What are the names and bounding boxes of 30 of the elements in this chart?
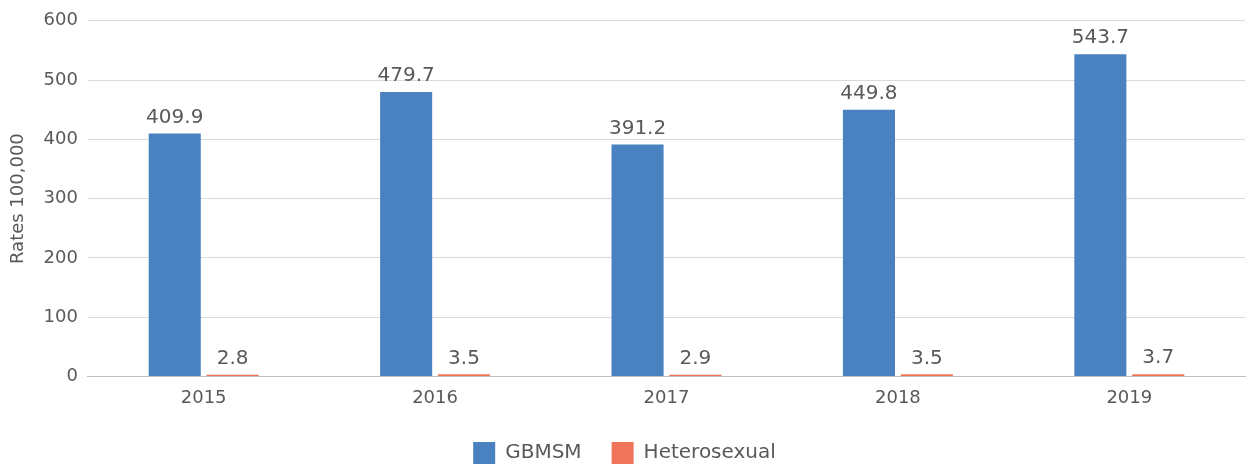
bar — [842, 109, 895, 376]
x-tick-label: 2016 — [412, 385, 458, 407]
data-label: 479.7 — [377, 62, 435, 87]
data-label: 391.2 — [608, 114, 667, 139]
data-label: 3.7 — [1142, 344, 1175, 369]
x-tick-label: 2017 — [643, 385, 690, 407]
data-label: 543.7 — [1071, 24, 1129, 49]
y-tick-label: 400 — [43, 127, 78, 149]
data-label: 2.8 — [216, 344, 249, 369]
y-tick-label: 500 — [43, 67, 78, 89]
legend-label: Heterosexual — [643, 439, 776, 464]
x-tick-label: 2019 — [1106, 385, 1153, 407]
x-tick-label: 2018 — [874, 385, 921, 407]
y-tick-label: 0 — [66, 364, 78, 386]
bar — [611, 144, 664, 376]
y-tick-label: 200 — [43, 245, 78, 267]
data-label: 3.5 — [448, 344, 480, 369]
legend-label: GBMSM — [505, 439, 582, 464]
data-label: 449.8 — [840, 80, 898, 105]
y-tick-label: 300 — [43, 186, 78, 208]
data-label: 2.9 — [679, 344, 712, 369]
data-label: 3.5 — [910, 344, 943, 369]
bar — [148, 133, 201, 376]
y-tick-label: 100 — [43, 304, 78, 326]
bar — [380, 92, 433, 376]
y-tick-label: 600 — [43, 8, 78, 30]
y-axis-title: Rates 100,000 — [6, 133, 28, 265]
x-tick-label: 2015 — [180, 385, 227, 407]
data-label: 409.9 — [146, 103, 204, 128]
bar — [1074, 54, 1127, 376]
